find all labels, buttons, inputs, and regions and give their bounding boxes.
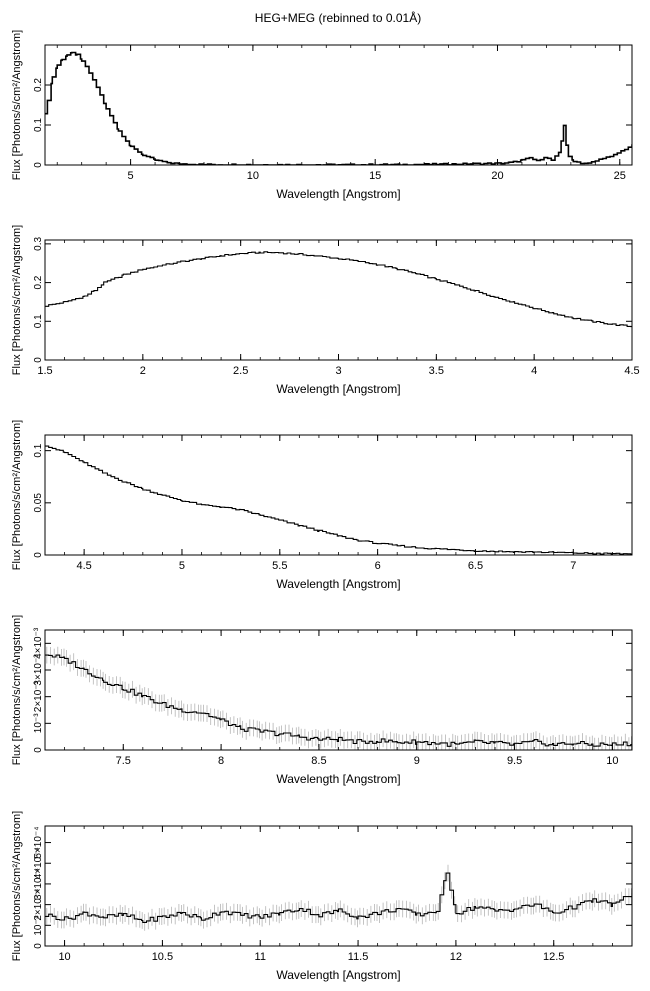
x-tick-label: 7.5 xyxy=(116,755,131,767)
y-tick-label: 0.2 xyxy=(33,275,44,289)
y-tick-label: 0.3 xyxy=(33,236,44,250)
x-tick-label: 2 xyxy=(140,365,146,377)
y-tick-label: 0.2 xyxy=(33,78,44,92)
x-tick-label: 2.5 xyxy=(233,365,248,377)
data-line xyxy=(45,445,632,555)
x-tick-label: 10.5 xyxy=(152,951,173,963)
x-tick-label: 9 xyxy=(414,755,420,767)
panel-3: 4.5 5 5.5 6 6.5 7 0 0.05 0.1 Wavelength [Angstrom… xyxy=(11,420,633,591)
error-bars xyxy=(46,864,632,931)
y-tick-label: 10⁻⁴ xyxy=(33,915,44,936)
y-tick-label: 2×10⁻³ xyxy=(33,680,44,712)
figure-title: HEG+MEG (rebinned to 0.01Å) xyxy=(255,10,421,25)
y-tick-label: 0.1 xyxy=(33,118,44,132)
y-tick-label: 0 xyxy=(33,357,44,363)
data-line xyxy=(45,654,632,747)
panel-1: 5 10 15 20 25 0 0.1 0.2 Wavelength [Angstrom] Flu… xyxy=(11,30,633,201)
x-tick-label: 12.5 xyxy=(543,951,564,963)
plot-frame xyxy=(44,629,633,751)
y-tick-label: 4×10⁻³ xyxy=(33,627,44,659)
plot-frame xyxy=(44,44,633,166)
x-tick-label: 5 xyxy=(128,170,134,182)
plot-frame xyxy=(44,434,633,556)
x-tick-label: 25 xyxy=(614,170,626,182)
y-tick-label: 0 xyxy=(33,552,44,558)
x-tick-label: 9.5 xyxy=(507,755,522,767)
y-axis-label: Flux [Photons/s/cm²/Angstrom] xyxy=(11,615,23,765)
x-axis-label: Wavelength [Angstrom] xyxy=(276,187,400,201)
y-axis-label: Flux [Photons/s/cm²/Angstrom] xyxy=(11,30,23,180)
x-tick-label: 8.5 xyxy=(311,755,326,767)
error-bars xyxy=(46,646,632,750)
y-tick-label: 0.05 xyxy=(33,493,44,513)
y-axis-label: Flux [Photons/s/cm²/Angstrom] xyxy=(11,420,23,570)
y-axis-label: Flux [Photons/s/cm²/Angstrom] xyxy=(11,811,23,961)
x-tick-label: 4.5 xyxy=(624,365,639,377)
x-tick-label: 3.5 xyxy=(429,365,444,377)
y-axis-label: Flux [Photons/s/cm²/Angstrom] xyxy=(11,225,23,375)
x-tick-label: 10 xyxy=(606,755,618,767)
y-tick-label: 0 xyxy=(33,747,44,753)
data-line xyxy=(45,872,632,923)
y-tick-label: 0.1 xyxy=(33,443,44,457)
x-tick-label: 11.5 xyxy=(348,951,369,963)
x-tick-label: 4 xyxy=(531,365,537,377)
y-tick-label: 10⁻³ xyxy=(33,713,44,733)
x-tick-label: 8 xyxy=(218,755,224,767)
x-axis-label: Wavelength [Angstrom] xyxy=(276,772,400,786)
y-tick-label: 3×10⁻⁴ xyxy=(33,868,44,900)
data-line xyxy=(45,251,632,328)
plot-frame xyxy=(44,825,633,947)
panel-5: 10 10.5 11 11.5 12 12.5 0 10⁻⁴2×10⁻⁴3×10⁻⁴4×10⁻… xyxy=(11,811,633,982)
x-axis-label: Wavelength [Angstrom] xyxy=(276,968,400,982)
x-tick-label: 11 xyxy=(255,951,266,963)
x-tick-label: 15 xyxy=(369,170,381,182)
x-tick-label: 10 xyxy=(58,951,70,963)
panel-2: 1.5 2 2.5 3 3.5 4 4.5 0 0.1 0.2 0.3 Wavelength [Ang… xyxy=(11,225,640,396)
x-axis-label: Wavelength [Angstrom] xyxy=(276,577,400,591)
y-tick-label: 5×10⁻⁴ xyxy=(33,826,44,858)
y-tick-label: 0.1 xyxy=(33,314,44,328)
y-tick-label: 3×10⁻³ xyxy=(33,654,44,686)
y-tick-label: 2×10⁻⁴ xyxy=(33,889,44,921)
y-tick-label: 0 xyxy=(33,943,44,949)
x-tick-label: 5 xyxy=(179,560,185,572)
x-tick-label: 12 xyxy=(450,951,462,963)
data-line xyxy=(45,51,632,165)
y-tick-label: 4×10⁻⁴ xyxy=(33,847,44,879)
x-tick-label: 10 xyxy=(247,170,259,182)
x-tick-label: 4.5 xyxy=(76,560,91,572)
x-tick-label: 3 xyxy=(335,365,341,377)
x-axis-label: Wavelength [Angstrom] xyxy=(276,382,400,396)
panel-4: 7.5 8 8.5 9 9.5 10 0 10⁻³2×10⁻³3×10⁻³4×10⁻³ Wave… xyxy=(11,615,633,786)
x-tick-label: 7 xyxy=(570,560,576,572)
x-tick-label: 5.5 xyxy=(272,560,287,572)
x-tick-label: 6 xyxy=(375,560,381,572)
y-tick-label: 0 xyxy=(33,162,44,168)
x-tick-label: 6.5 xyxy=(468,560,483,572)
x-tick-label: 1.5 xyxy=(37,365,52,377)
x-tick-label: 20 xyxy=(491,170,503,182)
